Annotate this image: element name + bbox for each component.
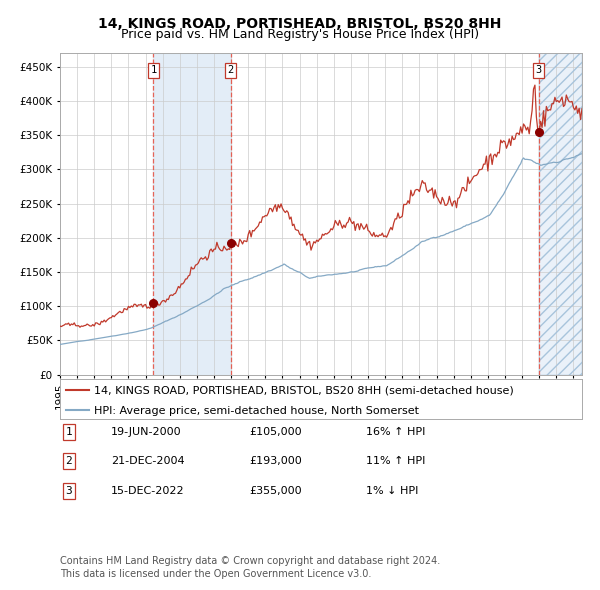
Bar bbox=[154, 53, 230, 375]
Text: £355,000: £355,000 bbox=[249, 486, 302, 496]
Text: 11% ↑ HPI: 11% ↑ HPI bbox=[366, 457, 425, 466]
Text: 19-JUN-2000: 19-JUN-2000 bbox=[111, 427, 182, 437]
Text: 1: 1 bbox=[151, 65, 157, 75]
Text: 3: 3 bbox=[65, 486, 73, 496]
Text: 1: 1 bbox=[65, 427, 73, 437]
Text: 16% ↑ HPI: 16% ↑ HPI bbox=[366, 427, 425, 437]
Text: HPI: Average price, semi-detached house, North Somerset: HPI: Average price, semi-detached house,… bbox=[94, 406, 419, 416]
Text: 21-DEC-2004: 21-DEC-2004 bbox=[111, 457, 185, 466]
Text: This data is licensed under the Open Government Licence v3.0.: This data is licensed under the Open Gov… bbox=[60, 569, 371, 579]
Text: Price paid vs. HM Land Registry's House Price Index (HPI): Price paid vs. HM Land Registry's House … bbox=[121, 28, 479, 41]
Text: £193,000: £193,000 bbox=[249, 457, 302, 466]
Text: 14, KINGS ROAD, PORTISHEAD, BRISTOL, BS20 8HH (semi-detached house): 14, KINGS ROAD, PORTISHEAD, BRISTOL, BS2… bbox=[94, 386, 514, 396]
Text: £105,000: £105,000 bbox=[249, 427, 302, 437]
Text: 2: 2 bbox=[227, 65, 234, 75]
Bar bbox=[539, 53, 582, 375]
Bar bbox=[539, 53, 582, 375]
Text: 15-DEC-2022: 15-DEC-2022 bbox=[111, 486, 185, 496]
Text: 2: 2 bbox=[65, 457, 73, 466]
Text: 3: 3 bbox=[535, 65, 542, 75]
Text: 14, KINGS ROAD, PORTISHEAD, BRISTOL, BS20 8HH: 14, KINGS ROAD, PORTISHEAD, BRISTOL, BS2… bbox=[98, 17, 502, 31]
Text: 1% ↓ HPI: 1% ↓ HPI bbox=[366, 486, 418, 496]
Text: Contains HM Land Registry data © Crown copyright and database right 2024.: Contains HM Land Registry data © Crown c… bbox=[60, 556, 440, 566]
